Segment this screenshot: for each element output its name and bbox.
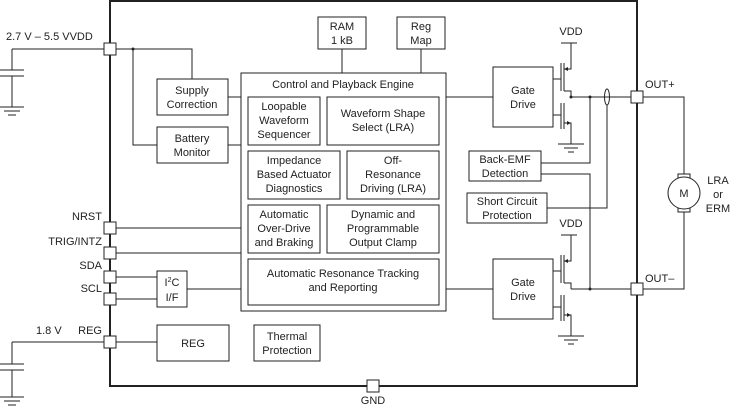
block-label: SDA bbox=[79, 260, 102, 272]
block-label: Supply bbox=[175, 85, 209, 97]
pin-gnd bbox=[366, 379, 380, 393]
block-label: Diagnostics bbox=[266, 183, 323, 195]
block-label: Programmable bbox=[347, 223, 419, 235]
thermal-protection-block bbox=[253, 324, 321, 362]
block-label: Back-EMF bbox=[479, 154, 531, 166]
block-label: ERM bbox=[706, 203, 730, 215]
block-label: Correction bbox=[167, 99, 218, 111]
block-label: M bbox=[679, 188, 688, 200]
block-label: C bbox=[172, 277, 180, 289]
transistor-bottom: VDD bbox=[553, 218, 631, 345]
block-label: Gate bbox=[511, 85, 535, 97]
motor-actuator: M LRA or ERM bbox=[643, 96, 730, 290]
block-label: Based Actuator bbox=[257, 169, 332, 181]
reg-block bbox=[156, 324, 230, 362]
block-label: Driving (LRA) bbox=[360, 183, 426, 195]
block-label: OUT+ bbox=[645, 79, 675, 91]
block-label: Output Clamp bbox=[349, 237, 417, 249]
pin-out-minus bbox=[630, 282, 644, 296]
block-label: 1.8 V bbox=[36, 325, 62, 337]
svg-text:I2C: I2C bbox=[165, 277, 180, 289]
pin-trig-intz bbox=[103, 246, 117, 260]
block-label: Loopable bbox=[261, 101, 306, 113]
gate-drive-top bbox=[492, 66, 554, 128]
block-label: SCL bbox=[81, 283, 102, 295]
pin-sda bbox=[103, 270, 117, 284]
block-label: REG bbox=[181, 338, 205, 350]
output-clamp-block bbox=[326, 204, 440, 254]
block-label: or bbox=[713, 189, 723, 201]
block-label: Protection bbox=[262, 345, 312, 357]
block-label: REG bbox=[78, 325, 102, 337]
reg-output: 1.8 V REG bbox=[0, 325, 157, 406]
block-label: Drive bbox=[510, 291, 536, 303]
pin-out-plus bbox=[630, 90, 644, 104]
block-label: Thermal bbox=[267, 331, 307, 343]
ram-block bbox=[317, 16, 367, 50]
pin-scl bbox=[103, 292, 117, 306]
block-label: LRA bbox=[707, 175, 729, 187]
block-label: Map bbox=[410, 35, 431, 47]
block-label: Detection bbox=[482, 168, 528, 180]
block-label: Select (LRA) bbox=[352, 122, 414, 134]
pin-vvdd bbox=[103, 42, 117, 56]
back-emf-detection-block bbox=[468, 150, 542, 182]
overdrive-braking-block bbox=[247, 204, 321, 254]
block-label: I bbox=[165, 277, 168, 289]
block-label: OUT– bbox=[645, 273, 675, 285]
block-label: Short Circuit bbox=[477, 196, 538, 208]
off-resonance-block bbox=[346, 150, 440, 200]
block-label: RAM bbox=[330, 21, 354, 33]
block-label: 1 kB bbox=[331, 35, 353, 47]
block-label: Automatic Resonance Tracking bbox=[267, 268, 419, 280]
block-label: TRIG/INTZ bbox=[48, 236, 102, 248]
block-label: I/F bbox=[166, 292, 179, 304]
block-label: Gate bbox=[511, 277, 535, 289]
block-label: Off- bbox=[384, 155, 402, 167]
block-label: Battery bbox=[175, 133, 210, 145]
pin-nrst bbox=[103, 221, 117, 235]
block-label: Over-Drive bbox=[257, 223, 310, 235]
short-circuit-protection-block bbox=[466, 192, 548, 224]
block-label: VDD bbox=[559, 26, 582, 38]
block-label: GND bbox=[361, 395, 386, 406]
block-label: 2 bbox=[168, 277, 172, 284]
block-label: and Braking bbox=[255, 237, 314, 249]
block-label: Waveform Shape bbox=[341, 108, 426, 120]
supply-correction-block bbox=[156, 78, 229, 116]
block-label: and Reporting bbox=[308, 282, 377, 294]
block-label: Sequencer bbox=[257, 129, 311, 141]
impedance-diagnostics-block bbox=[247, 150, 341, 200]
block-label: Resonance bbox=[365, 169, 421, 181]
block-label: Drive bbox=[510, 99, 536, 111]
block-label: Protection bbox=[482, 210, 532, 222]
battery-monitor-block bbox=[156, 126, 229, 164]
vvdd-label: 2.7 V – 5.5 VVDD bbox=[6, 31, 93, 43]
block-label: VDD bbox=[559, 218, 582, 230]
block-label: Dynamic and bbox=[351, 209, 415, 221]
reg-map-block bbox=[396, 16, 446, 50]
block-label: Monitor bbox=[174, 147, 211, 159]
control-pins: NRST TRIG/INTZ SDA SCL bbox=[48, 211, 241, 300]
pin-reg bbox=[103, 335, 117, 349]
block-label: NRST bbox=[72, 211, 102, 223]
motor-icon bbox=[667, 176, 701, 210]
gate-drive-bottom bbox=[492, 258, 554, 320]
i2c-interface-block bbox=[156, 270, 188, 308]
resonance-tracking-block bbox=[247, 258, 440, 306]
block-label: Reg bbox=[411, 21, 431, 33]
block-label: Waveform bbox=[259, 115, 309, 127]
waveform-shape-block bbox=[326, 96, 440, 146]
block-label: Automatic bbox=[260, 209, 309, 221]
engine-title: Control and Playback Engine bbox=[272, 79, 414, 91]
transistor-top: VDD bbox=[553, 26, 631, 153]
vvdd-supply: 2.7 V – 5.5 VVDD bbox=[0, 31, 193, 146]
block-label: Impedance bbox=[267, 155, 321, 167]
loopable-sequencer-block bbox=[247, 96, 321, 146]
